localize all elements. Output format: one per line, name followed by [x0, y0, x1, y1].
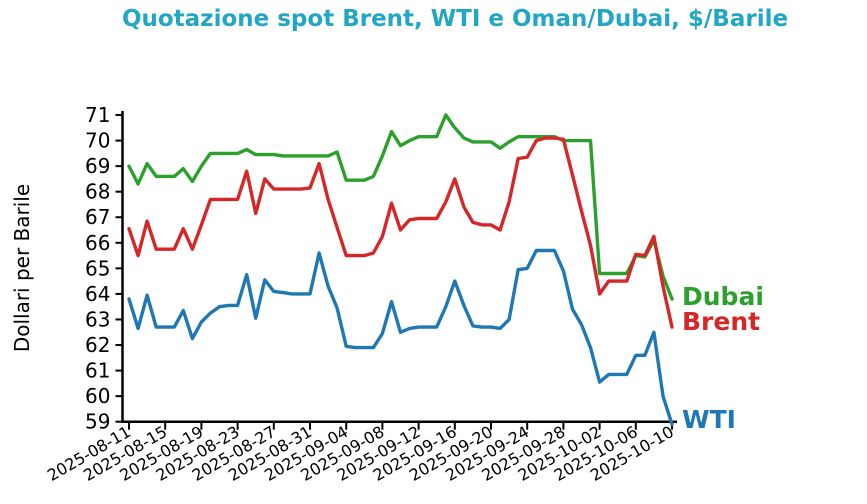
y-tick-label: 66: [85, 231, 110, 255]
y-tick-label: 70: [85, 129, 110, 153]
chart-title: Quotazione spot Brent, WTI e Oman/Dubai,…: [121, 6, 789, 32]
y-tick-label: 69: [85, 154, 110, 178]
wti-line: [127, 248, 674, 426]
y-tick-label: 60: [85, 384, 110, 408]
y-tick-label: 61: [85, 359, 110, 383]
dubai-line: [127, 113, 674, 301]
brent-line: [127, 136, 674, 329]
y-tick-label: 65: [85, 256, 110, 280]
y-tick-label: 59: [85, 410, 110, 434]
series-label-wti: WTI: [682, 405, 736, 434]
y-tick-label: 71: [85, 103, 110, 127]
y-tick-label: 64: [85, 282, 110, 306]
y-tick-label: 67: [85, 205, 110, 229]
series-label-dubai: Dubai: [682, 282, 764, 311]
y-tick-label: 63: [85, 307, 110, 331]
y-tick-label: 62: [85, 333, 110, 357]
series-label-brent: Brent: [682, 307, 761, 336]
y-tick-label: 68: [85, 180, 110, 204]
